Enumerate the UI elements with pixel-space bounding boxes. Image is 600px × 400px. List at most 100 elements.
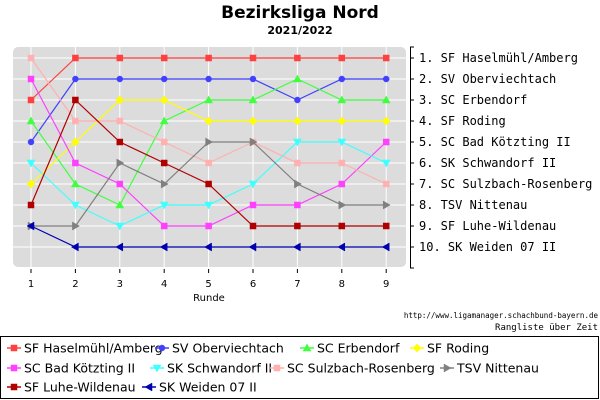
data-point xyxy=(26,179,36,189)
legend-item: SF Haselmühl/Amberg xyxy=(7,341,163,356)
data-point xyxy=(27,75,35,83)
standings-label: 8. TSV Nittenau xyxy=(419,198,527,212)
data-point xyxy=(10,364,18,372)
data-point xyxy=(381,95,391,104)
data-point xyxy=(10,383,18,391)
data-point xyxy=(160,179,169,189)
data-point xyxy=(248,242,257,252)
data-point xyxy=(381,159,391,168)
legend-label: SK Weiden 07 II xyxy=(159,380,257,395)
data-point xyxy=(144,382,153,392)
data-point xyxy=(302,343,312,352)
standings-label: 5. SC Bad Kötzting II xyxy=(419,135,571,149)
data-point xyxy=(294,159,301,167)
plot-area xyxy=(13,47,406,267)
data-point xyxy=(205,137,214,147)
data-point xyxy=(248,180,258,189)
data-point xyxy=(292,74,302,83)
data-point xyxy=(338,54,346,62)
data-point xyxy=(70,179,80,188)
legend-label: SF Luhe-Wildenau xyxy=(24,380,136,395)
series-line xyxy=(27,75,390,146)
data-point xyxy=(338,200,347,210)
legend-label: SF Roding xyxy=(427,341,489,356)
data-point xyxy=(205,159,212,167)
data-point xyxy=(116,138,124,146)
x-tick-label: 3 xyxy=(117,279,123,290)
data-point xyxy=(294,96,301,104)
legend: SF Haselmühl/Amberg SV Oberviechtach SC Er… xyxy=(7,341,539,395)
data-point xyxy=(382,180,390,188)
data-point xyxy=(158,344,166,352)
legend-item: TSV Nittenau xyxy=(440,361,539,376)
data-point xyxy=(72,75,79,83)
rank-ticks xyxy=(410,46,414,269)
data-point xyxy=(381,116,391,126)
data-point xyxy=(205,222,212,230)
legend-label: SV Oberviechtach xyxy=(172,341,284,356)
data-point xyxy=(338,159,346,167)
standings-label: 9. SF Luhe-Wildenau xyxy=(419,219,556,233)
data-point xyxy=(159,201,169,210)
series-line xyxy=(26,221,390,252)
data-point xyxy=(338,75,346,83)
data-point xyxy=(70,201,80,210)
data-point xyxy=(160,75,168,83)
data-point xyxy=(249,222,257,230)
data-point xyxy=(294,201,301,209)
standings-label: 2. SV Oberviechtach xyxy=(419,72,556,86)
legend-item: SK Weiden 07 II xyxy=(142,380,257,395)
data-point xyxy=(248,116,258,126)
data-point xyxy=(26,116,36,125)
standings-label: 6. SK Schwandorf II xyxy=(419,156,556,170)
standings-label: 4. SF Roding xyxy=(419,114,506,128)
legend-label: SF Haselmühl/Amberg xyxy=(24,341,163,356)
data-point xyxy=(249,54,257,62)
data-point xyxy=(294,54,301,62)
data-point xyxy=(204,242,212,252)
data-point xyxy=(204,201,214,210)
data-point xyxy=(205,180,212,188)
data-point xyxy=(160,222,168,230)
x-tick-label: 8 xyxy=(339,279,345,290)
data-point xyxy=(27,201,35,209)
data-point xyxy=(72,159,79,167)
source-url: http://www.ligamanager.schachbund-bayern… xyxy=(404,311,599,320)
x-axis-ticks: 1 2 3 4 5 6 7 8 9 xyxy=(28,269,389,290)
data-point xyxy=(204,116,213,126)
data-point xyxy=(338,180,346,188)
series-lines xyxy=(26,54,391,252)
data-point xyxy=(71,137,80,147)
data-point xyxy=(337,242,346,252)
data-point xyxy=(116,180,124,188)
data-point xyxy=(381,242,390,252)
data-point xyxy=(249,75,257,83)
data-point xyxy=(382,200,391,210)
data-point xyxy=(70,242,79,252)
data-point xyxy=(116,158,125,168)
x-tick-label: 4 xyxy=(161,279,167,290)
standings-label: 7. SC Sulzbach-Rosenberg xyxy=(419,177,592,191)
legend-item: SC Erbendorf xyxy=(300,341,400,356)
legend-item: SV Oberviechtach xyxy=(155,341,284,356)
series-line xyxy=(27,96,390,230)
data-point xyxy=(115,200,125,209)
legend-item: SC Sulzbach-Rosenberg xyxy=(270,361,435,376)
data-point xyxy=(115,222,125,231)
series-line xyxy=(26,74,391,209)
data-point xyxy=(159,95,169,105)
data-point xyxy=(159,116,169,125)
data-point xyxy=(205,75,212,83)
series-line xyxy=(27,75,390,230)
data-point xyxy=(116,54,124,62)
legend-item: SC Bad Kötzting II xyxy=(7,361,135,376)
x-tick-label: 2 xyxy=(72,279,78,290)
data-point xyxy=(72,117,79,125)
data-point xyxy=(26,221,35,231)
data-point xyxy=(72,96,79,104)
legend-label: SC Sulzbach-Rosenberg xyxy=(287,361,435,376)
series-line xyxy=(27,137,391,231)
legend-label: SK Schwandorf II xyxy=(167,361,272,376)
data-point xyxy=(273,364,281,372)
